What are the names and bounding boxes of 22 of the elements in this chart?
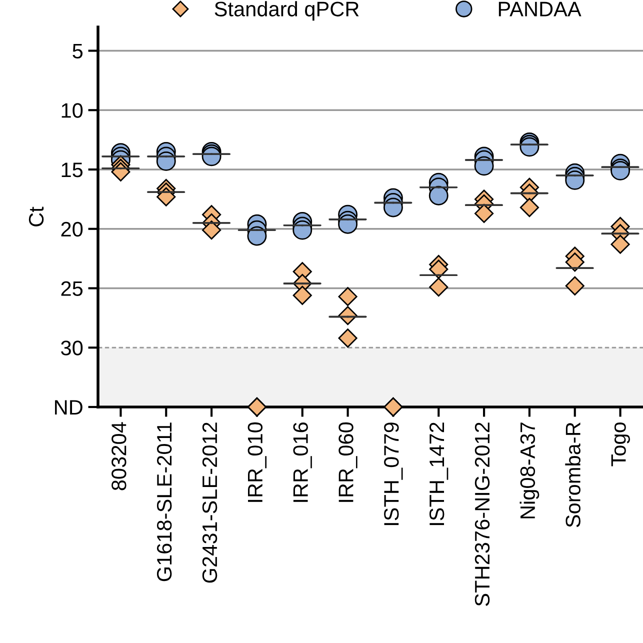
- y-tick-label: 20: [61, 222, 83, 237]
- legend-label: PANDAA: [498, 2, 582, 16]
- x-tick-label: IRR_016: [293, 422, 312, 502]
- x-tick-label: G2431-SLE-2012: [202, 422, 218, 583]
- x-tick-label: G1618-SLE-2011: [156, 422, 172, 582]
- x-tick-label: STH2376-NIG-2012: [474, 422, 490, 606]
- x-tick-label: Togo: [611, 422, 630, 466]
- y-axis-title: Ct: [28, 206, 44, 226]
- y-tick-label: 10: [62, 103, 83, 118]
- x-tick-label: 803204: [112, 422, 126, 490]
- y-tick-label: 30: [61, 340, 83, 356]
- legend-label: Standard qPCR: [214, 1, 359, 21]
- y-tick-label: 5: [72, 44, 83, 59]
- x-tick-label: IRR_060: [338, 422, 358, 502]
- y-tick-label: ND: [55, 400, 82, 415]
- y-tick-label: 15: [62, 162, 83, 178]
- y-tick-label: 25: [61, 281, 83, 296]
- x-tick-label: Nig08-A37: [520, 422, 540, 518]
- x-tick-label: ISTH_0779: [384, 422, 403, 526]
- x-tick-label: IRR_010: [248, 422, 266, 502]
- x-tick-label: Soromba-R: [565, 422, 580, 528]
- x-tick-label: ISTH_1472: [429, 422, 448, 526]
